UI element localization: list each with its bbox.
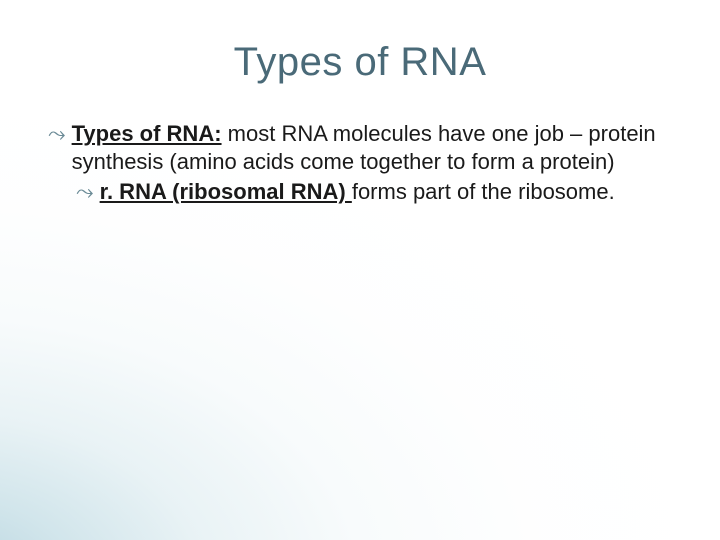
bullet-lead: r. RNA (ribosomal RNA) xyxy=(100,179,352,204)
bullet-text: r. RNA (ribosomal RNA) forms part of the… xyxy=(100,178,672,206)
slide: Types of RNA ⤳ Types of RNA: most RNA mo… xyxy=(0,0,720,540)
bullet-lead: Types of RNA: xyxy=(72,121,222,146)
bullet-glyph-icon: ⤳ xyxy=(48,120,66,148)
slide-title: Types of RNA xyxy=(0,40,720,85)
bullet-text: Types of RNA: most RNA molecules have on… xyxy=(72,120,672,176)
bullet-level1: ⤳ Types of RNA: most RNA molecules have … xyxy=(48,120,672,176)
bullet-rest: forms part of the ribosome. xyxy=(352,179,615,204)
bullet-level2: ⤳ r. RNA (ribosomal RNA) forms part of t… xyxy=(76,178,672,206)
bullet-glyph-icon: ⤳ xyxy=(76,178,94,206)
slide-content: ⤳ Types of RNA: most RNA molecules have … xyxy=(48,120,672,206)
